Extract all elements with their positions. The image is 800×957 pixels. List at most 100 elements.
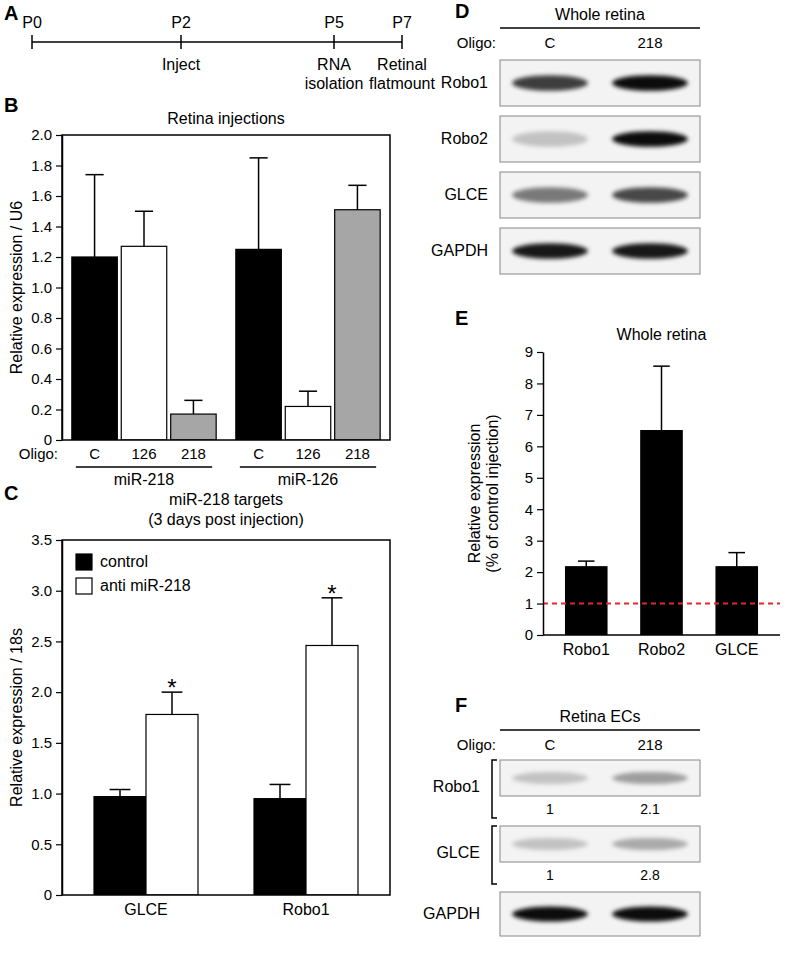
- error-bar: [348, 185, 366, 209]
- tick-mark: [56, 591, 62, 592]
- error-bar-cap: [653, 365, 670, 367]
- tick-label: 0.5: [31, 836, 52, 853]
- error-bar-cap: [85, 174, 103, 176]
- y-tick: 3.0: [31, 582, 62, 599]
- blot-strip: [500, 172, 700, 218]
- y-tick: 2.0: [31, 126, 62, 143]
- blot-F: FRetina ECsOligo:C21812.1Robo112.8GLCEGA…: [423, 694, 700, 936]
- legend-label: anti miR-218: [100, 577, 191, 594]
- significance-marker: *: [167, 674, 176, 701]
- plot-area: [94, 598, 358, 895]
- legend-swatch: [76, 578, 92, 594]
- bar: [146, 714, 198, 895]
- error-bar-stem: [307, 391, 309, 406]
- bar: [306, 645, 358, 895]
- error-bar-stem: [143, 211, 145, 246]
- blot-band: [612, 838, 688, 850]
- tick-mark: [537, 478, 543, 479]
- row-bracket: [492, 760, 497, 818]
- tick-label: 1.2: [31, 248, 52, 265]
- timepoint-label: P7: [392, 14, 412, 31]
- y-tick: 1.4: [31, 218, 62, 235]
- error-bar-stem: [258, 158, 260, 250]
- error-bar-cap: [299, 390, 317, 392]
- group-underline: [240, 466, 376, 468]
- error-bar: [85, 175, 103, 257]
- error-bar-cap: [110, 789, 131, 791]
- timeline-tick: [31, 35, 33, 49]
- error-bar: [249, 158, 267, 250]
- y-tick: 1.6: [31, 187, 62, 204]
- bar: [236, 249, 281, 440]
- tick-mark: [56, 379, 62, 380]
- significance-marker: *: [327, 580, 336, 607]
- tick-label: 6: [525, 438, 533, 455]
- y-tick: 0: [525, 626, 543, 643]
- blot-band: [612, 187, 688, 203]
- y-tick: 1: [525, 595, 543, 612]
- error-bar-cap: [348, 185, 366, 187]
- blot-strip: [500, 760, 700, 796]
- y-tick: 1.2: [31, 248, 62, 265]
- error-bar-cap: [728, 552, 745, 554]
- protein-label: Robo1: [441, 74, 488, 91]
- timepoint-note: RNA: [317, 56, 351, 73]
- tick-mark: [56, 844, 62, 845]
- lane-label: 218: [637, 34, 662, 51]
- tick-label: 2.0: [31, 683, 52, 700]
- tick-mark: [537, 383, 543, 384]
- y-axis: 00.51.01.52.02.53.03.5: [31, 531, 62, 903]
- y-tick: 1.0: [31, 279, 62, 296]
- tick-label: 9: [525, 343, 533, 360]
- panel-label: F: [455, 694, 467, 716]
- timeline-tick: [180, 35, 182, 49]
- error-bar: [110, 790, 131, 797]
- y-tick: 0.2: [31, 401, 62, 418]
- panel-label: D: [455, 0, 469, 22]
- tick-label: 4: [525, 501, 533, 518]
- legend-label: control: [100, 553, 148, 570]
- blot-band: [612, 131, 688, 147]
- tick-label: 7: [525, 406, 533, 423]
- blot-band: [512, 75, 588, 91]
- chart-B: B00.20.40.60.81.01.21.41.61.82.0Retina i…: [4, 94, 390, 488]
- category-label: GLCE: [715, 641, 759, 658]
- error-bar-stem: [193, 400, 195, 414]
- x-axis-line: [543, 634, 780, 636]
- error-bar-stem: [586, 561, 588, 567]
- protein-label: Robo2: [441, 130, 488, 147]
- blot-band: [612, 243, 688, 259]
- error-bar-cap: [184, 400, 202, 402]
- blot-band: [612, 772, 688, 784]
- blot-title: Whole retina: [555, 6, 645, 23]
- tick-mark: [56, 793, 62, 794]
- error-bar: [135, 211, 153, 246]
- tick-label: 0.2: [31, 401, 52, 418]
- y-axis-title: Relative expression / U6: [8, 201, 25, 375]
- panel-label: E: [455, 307, 468, 329]
- oligo-label: 218: [181, 445, 206, 462]
- y-tick: 2.5: [31, 633, 62, 650]
- timepoint-note: flatmount: [369, 75, 435, 92]
- bar: [566, 567, 607, 635]
- tick-label: 0.4: [31, 370, 52, 387]
- error-bar-cap: [135, 211, 153, 213]
- blot-strip: [500, 826, 700, 862]
- y-tick: 2: [525, 563, 543, 580]
- category-label: miR-126: [278, 471, 339, 488]
- y-tick: 3.5: [31, 531, 62, 548]
- blot-strip: [500, 892, 700, 936]
- error-bar: [299, 391, 317, 406]
- tick-mark: [537, 572, 543, 573]
- title-underline: [500, 27, 700, 29]
- tick-label: 1.4: [31, 218, 52, 235]
- lane-title: Oligo:: [457, 34, 496, 51]
- tick-mark: [56, 440, 62, 441]
- blot-band: [512, 243, 588, 259]
- oligo-label: 126: [295, 445, 320, 462]
- tick-label: 8: [525, 375, 533, 392]
- tick-mark: [56, 257, 62, 258]
- tick-label: 1.0: [31, 279, 52, 296]
- oligo-label: 126: [131, 445, 156, 462]
- tick-label: 1.0: [31, 785, 52, 802]
